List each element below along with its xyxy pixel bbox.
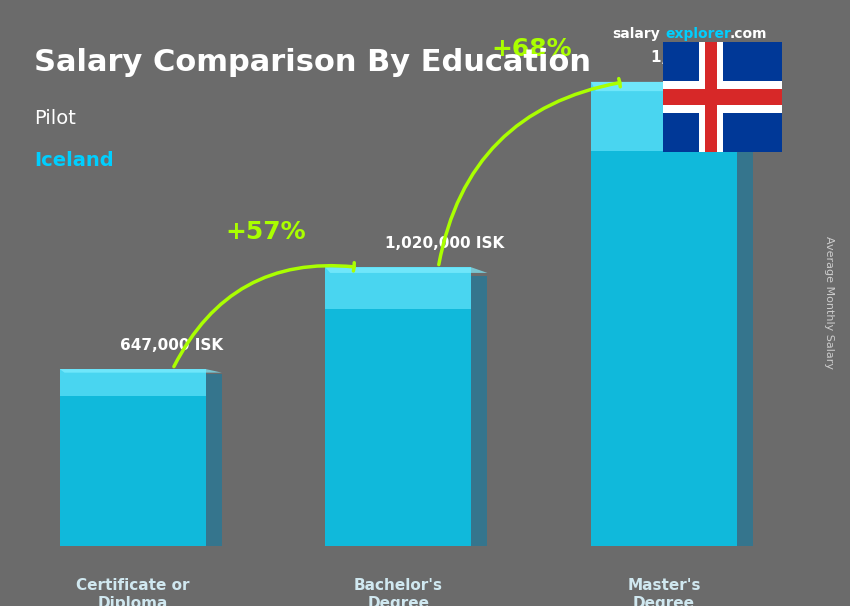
FancyBboxPatch shape [206, 375, 222, 545]
FancyBboxPatch shape [60, 369, 206, 545]
Text: 1,020,000 ISK: 1,020,000 ISK [385, 236, 504, 251]
Text: Average Monthly Salary: Average Monthly Salary [824, 236, 834, 370]
FancyBboxPatch shape [472, 276, 487, 545]
Text: .com: .com [729, 27, 767, 41]
FancyBboxPatch shape [737, 96, 753, 545]
Text: Pilot: Pilot [34, 109, 76, 128]
FancyBboxPatch shape [591, 82, 737, 152]
Text: Master's
Degree: Master's Degree [627, 578, 700, 606]
Bar [699, 42, 722, 152]
Text: salary: salary [612, 27, 660, 41]
Text: Certificate or
Diploma: Certificate or Diploma [76, 578, 190, 606]
Text: explorer: explorer [666, 27, 731, 41]
FancyBboxPatch shape [326, 267, 472, 545]
Bar [663, 89, 782, 105]
Text: 1,700,000 ISK: 1,700,000 ISK [651, 50, 770, 65]
FancyBboxPatch shape [326, 267, 472, 309]
Text: +68%: +68% [491, 37, 571, 61]
Text: Iceland: Iceland [34, 152, 114, 170]
Polygon shape [326, 267, 487, 273]
Bar [705, 42, 717, 152]
Polygon shape [60, 369, 222, 373]
Polygon shape [591, 82, 753, 91]
FancyBboxPatch shape [591, 82, 737, 545]
Text: +57%: +57% [225, 220, 306, 244]
Bar [663, 81, 782, 113]
FancyBboxPatch shape [60, 369, 206, 396]
Text: 647,000 ISK: 647,000 ISK [120, 338, 223, 353]
Text: Salary Comparison By Education: Salary Comparison By Education [34, 48, 591, 78]
Text: Bachelor's
Degree: Bachelor's Degree [354, 578, 443, 606]
